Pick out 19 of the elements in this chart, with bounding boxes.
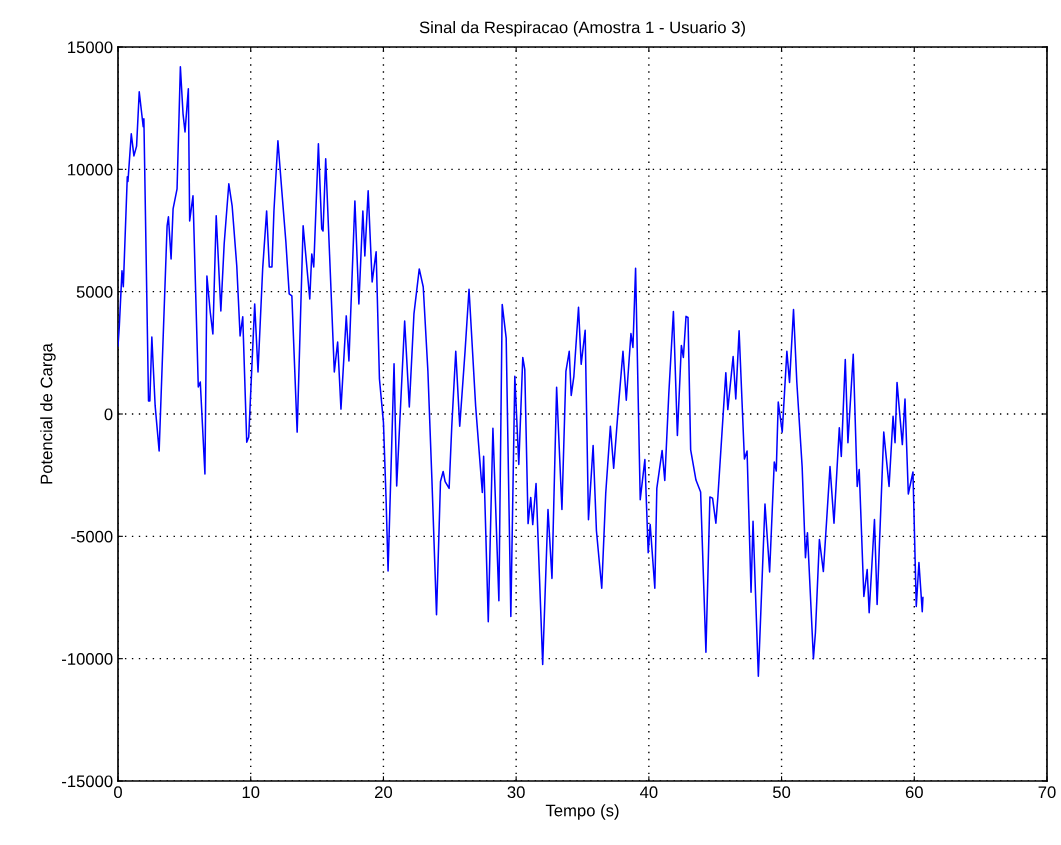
y-tick-label: 15000 bbox=[68, 41, 113, 54]
y-tick-label: 5000 bbox=[76, 286, 113, 298]
y-tick-label: -10000 bbox=[61, 653, 113, 665]
x-tick-label: 30 bbox=[507, 786, 525, 799]
chart-title: Sinal da Respiracao (Amostra 1 - Usuario 3) bbox=[419, 21, 745, 37]
x-tick-label: 10 bbox=[242, 786, 260, 799]
y-tick-label: 10000 bbox=[68, 163, 113, 176]
x-tick-label: 50 bbox=[772, 786, 791, 799]
y-tick-label: -15000 bbox=[61, 775, 113, 788]
line-series bbox=[118, 66, 924, 678]
x-tick-label: 20 bbox=[375, 786, 393, 799]
x-tick-label: 0 bbox=[114, 786, 122, 799]
x-tick-label: 70 bbox=[1038, 786, 1056, 799]
x-axis-title: Tempo (s) bbox=[545, 804, 619, 820]
x-tick-label: 60 bbox=[905, 786, 923, 799]
y-tick-label: -5000 bbox=[71, 530, 113, 543]
y-tick-label: 0 bbox=[104, 408, 113, 421]
x-tick-label: 40 bbox=[639, 786, 658, 799]
y-axis-title: Potencial de Carga bbox=[40, 343, 56, 484]
